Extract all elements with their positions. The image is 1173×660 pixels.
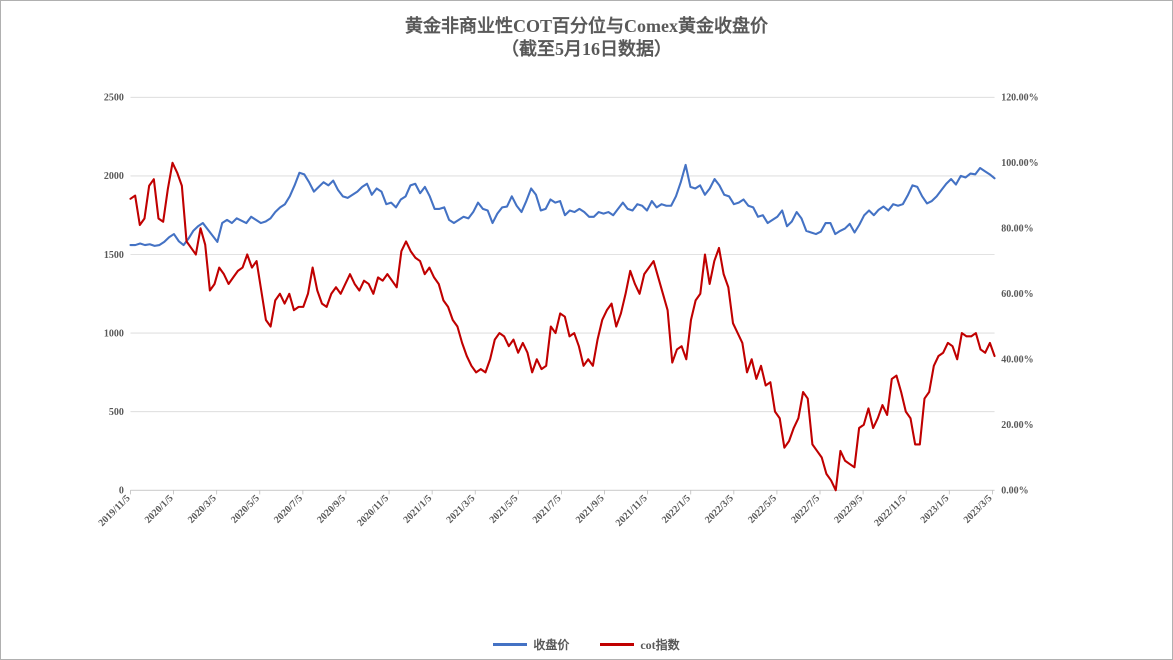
svg-text:1000: 1000	[104, 328, 124, 339]
svg-text:2500: 2500	[104, 93, 124, 104]
svg-text:2023/1/5: 2023/1/5	[919, 493, 952, 526]
svg-text:80.00%: 80.00%	[1001, 224, 1033, 235]
svg-text:2022/3/5: 2022/3/5	[703, 493, 736, 526]
svg-text:2021/1/5: 2021/1/5	[401, 493, 434, 526]
title-line-1: 黄金非商业性COT百分位与Comex黄金收盘价	[1, 15, 1172, 38]
svg-text:100.00%: 100.00%	[1001, 158, 1038, 169]
svg-text:2000: 2000	[104, 171, 124, 182]
svg-text:2022/9/5: 2022/9/5	[832, 493, 865, 526]
chart-svg: 050010001500200025000.00%20.00%40.00%60.…	[56, 89, 1094, 561]
svg-text:2020/3/5: 2020/3/5	[186, 493, 219, 526]
svg-text:120.00%: 120.00%	[1001, 93, 1038, 104]
svg-text:2021/5/5: 2021/5/5	[488, 493, 521, 526]
svg-text:40.00%: 40.00%	[1001, 355, 1033, 366]
title-line-2: （截至5月16日数据）	[1, 38, 1172, 61]
legend-item-cot: cot指数	[600, 636, 679, 653]
svg-text:2019/11/5: 2019/11/5	[97, 493, 133, 529]
svg-text:20.00%: 20.00%	[1001, 420, 1033, 431]
legend-label-cot: cot指数	[640, 636, 679, 653]
legend-swatch-cot	[600, 643, 634, 646]
svg-text:2021/7/5: 2021/7/5	[531, 493, 564, 526]
svg-text:60.00%: 60.00%	[1001, 289, 1033, 300]
plot-area: 050010001500200025000.00%20.00%40.00%60.…	[56, 89, 1092, 559]
svg-text:2022/7/5: 2022/7/5	[789, 493, 822, 526]
legend-label-price: 收盘价	[533, 636, 569, 653]
svg-text:0.00%: 0.00%	[1001, 486, 1028, 497]
chart-title: 黄金非商业性COT百分位与Comex黄金收盘价 （截至5月16日数据）	[1, 15, 1172, 60]
legend: 收盘价 cot指数	[1, 635, 1172, 653]
svg-text:2020/7/5: 2020/7/5	[272, 493, 305, 526]
svg-text:2020/11/5: 2020/11/5	[355, 493, 391, 529]
svg-text:2020/9/5: 2020/9/5	[315, 493, 348, 526]
svg-text:2022/1/5: 2022/1/5	[660, 493, 693, 526]
svg-text:2022/11/5: 2022/11/5	[872, 493, 908, 529]
svg-text:2021/3/5: 2021/3/5	[445, 493, 478, 526]
svg-text:2020/5/5: 2020/5/5	[229, 493, 262, 526]
svg-text:2020/1/5: 2020/1/5	[143, 493, 176, 526]
legend-swatch-price	[493, 643, 527, 646]
legend-item-price: 收盘价	[493, 636, 569, 653]
svg-text:500: 500	[109, 407, 124, 418]
svg-text:1500: 1500	[104, 250, 124, 261]
svg-text:2022/5/5: 2022/5/5	[746, 493, 779, 526]
chart-container: 黄金非商业性COT百分位与Comex黄金收盘价 （截至5月16日数据） 0500…	[0, 0, 1173, 660]
svg-text:2021/11/5: 2021/11/5	[614, 493, 650, 529]
svg-text:2023/3/5: 2023/3/5	[962, 493, 995, 526]
svg-text:2021/9/5: 2021/9/5	[574, 493, 607, 526]
